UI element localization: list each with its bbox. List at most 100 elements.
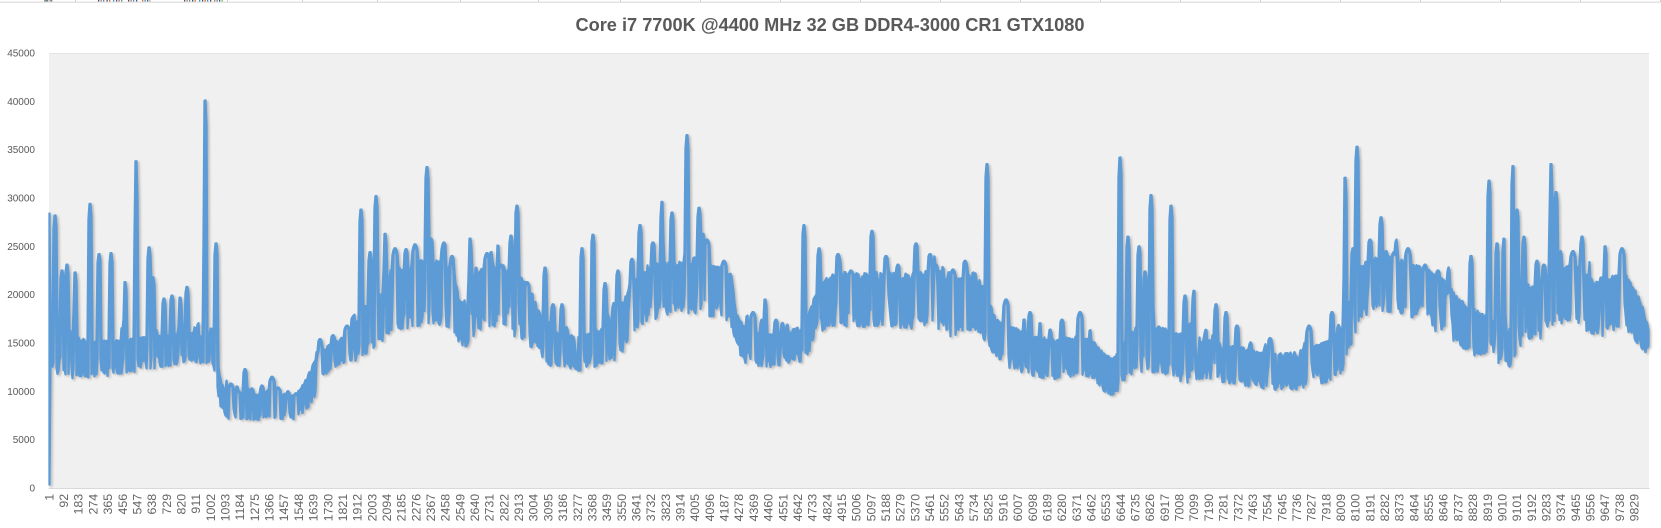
- svg-text:2185: 2185: [395, 494, 409, 522]
- svg-text:6462: 6462: [1085, 494, 1099, 522]
- svg-text:10000: 10000: [7, 387, 35, 398]
- svg-text:7372: 7372: [1231, 494, 1245, 522]
- svg-text:9829: 9829: [1628, 494, 1642, 522]
- svg-text:911: 911: [189, 494, 203, 514]
- svg-text:5000: 5000: [13, 435, 36, 446]
- svg-text:8919: 8919: [1481, 494, 1495, 522]
- svg-text:9647: 9647: [1598, 494, 1612, 522]
- svg-text:8100: 8100: [1349, 494, 1363, 522]
- svg-text:7463: 7463: [1246, 494, 1260, 522]
- svg-text:3004: 3004: [527, 494, 541, 522]
- svg-text:5188: 5188: [879, 494, 893, 522]
- svg-text:4915: 4915: [835, 494, 849, 522]
- svg-text:5643: 5643: [952, 494, 966, 522]
- svg-text:7918: 7918: [1319, 494, 1333, 522]
- svg-text:4005: 4005: [688, 494, 702, 522]
- svg-text:5552: 5552: [938, 494, 952, 522]
- svg-text:5006: 5006: [850, 494, 864, 522]
- svg-text:9010: 9010: [1495, 494, 1509, 522]
- svg-text:9192: 9192: [1525, 494, 1539, 522]
- svg-text:9556: 9556: [1584, 494, 1598, 522]
- svg-text:0: 0: [29, 484, 35, 495]
- svg-text:45000: 45000: [7, 49, 35, 60]
- svg-text:183: 183: [72, 494, 86, 515]
- svg-text:1821: 1821: [336, 494, 350, 522]
- svg-text:6189: 6189: [1040, 494, 1054, 522]
- svg-text:7190: 7190: [1202, 494, 1216, 522]
- svg-text:40000: 40000: [7, 97, 35, 108]
- svg-text:2913: 2913: [512, 494, 526, 522]
- svg-text:1639: 1639: [307, 494, 321, 522]
- svg-text:4369: 4369: [747, 494, 761, 522]
- svg-text:456: 456: [116, 494, 130, 515]
- svg-text:3641: 3641: [630, 494, 644, 522]
- svg-text:3186: 3186: [556, 494, 570, 522]
- svg-text:4642: 4642: [791, 494, 805, 522]
- svg-text:5097: 5097: [864, 494, 878, 522]
- svg-text:5734: 5734: [967, 494, 981, 522]
- svg-text:365: 365: [101, 494, 115, 515]
- svg-text:6917: 6917: [1158, 494, 1172, 522]
- svg-text:8646: 8646: [1437, 494, 1451, 522]
- svg-text:9283: 9283: [1540, 494, 1554, 522]
- svg-text:8009: 8009: [1334, 494, 1348, 522]
- svg-text:5279: 5279: [894, 494, 908, 522]
- svg-text:1002: 1002: [204, 494, 218, 522]
- svg-text:3095: 3095: [541, 494, 555, 522]
- svg-text:8555: 8555: [1422, 494, 1436, 522]
- svg-text:4824: 4824: [820, 494, 834, 522]
- svg-text:5461: 5461: [923, 494, 937, 522]
- svg-text:6371: 6371: [1070, 494, 1084, 522]
- svg-text:8282: 8282: [1378, 494, 1392, 522]
- svg-text:6735: 6735: [1129, 494, 1143, 522]
- svg-text:6098: 6098: [1026, 494, 1040, 522]
- svg-text:9101: 9101: [1510, 494, 1524, 522]
- svg-text:6826: 6826: [1143, 494, 1157, 522]
- svg-text:7736: 7736: [1290, 494, 1304, 522]
- svg-text:4278: 4278: [732, 494, 746, 522]
- svg-text:2094: 2094: [380, 494, 394, 522]
- svg-text:2731: 2731: [483, 494, 497, 522]
- svg-text:1366: 1366: [263, 494, 277, 522]
- svg-text:4733: 4733: [806, 494, 820, 522]
- svg-text:6280: 6280: [1055, 494, 1069, 522]
- svg-text:4551: 4551: [776, 494, 790, 522]
- svg-text:9374: 9374: [1554, 494, 1568, 522]
- svg-text:820: 820: [175, 494, 189, 515]
- svg-text:8464: 8464: [1407, 494, 1421, 522]
- svg-text:2003: 2003: [365, 494, 379, 522]
- svg-text:8828: 8828: [1466, 494, 1480, 522]
- svg-text:729: 729: [160, 494, 174, 515]
- svg-text:35000: 35000: [7, 145, 35, 156]
- svg-text:2549: 2549: [453, 494, 467, 522]
- svg-text:2822: 2822: [497, 494, 511, 522]
- svg-text:1: 1: [42, 494, 56, 501]
- svg-text:8373: 8373: [1393, 494, 1407, 522]
- svg-text:1548: 1548: [292, 494, 306, 522]
- svg-text:9738: 9738: [1613, 494, 1627, 522]
- svg-text:15000: 15000: [7, 339, 35, 350]
- svg-text:7645: 7645: [1275, 494, 1289, 522]
- svg-text:274: 274: [86, 494, 100, 515]
- svg-text:92: 92: [57, 494, 71, 508]
- svg-text:4187: 4187: [718, 494, 732, 522]
- svg-text:2640: 2640: [468, 494, 482, 522]
- svg-text:4096: 4096: [703, 494, 717, 522]
- svg-text:5370: 5370: [908, 494, 922, 522]
- svg-text:1093: 1093: [219, 494, 233, 522]
- svg-text:7281: 7281: [1217, 494, 1231, 522]
- svg-text:1184: 1184: [233, 494, 247, 521]
- svg-text:5825: 5825: [982, 494, 996, 522]
- svg-text:638: 638: [145, 494, 159, 515]
- svg-text:30000: 30000: [7, 194, 35, 205]
- svg-text:7008: 7008: [1173, 494, 1187, 522]
- svg-text:3459: 3459: [600, 494, 614, 522]
- svg-text:3823: 3823: [659, 494, 673, 522]
- svg-text:20000: 20000: [7, 290, 35, 301]
- svg-text:5916: 5916: [996, 494, 1010, 522]
- svg-text:2458: 2458: [439, 494, 453, 522]
- svg-text:7099: 7099: [1187, 494, 1201, 522]
- svg-text:2276: 2276: [409, 494, 423, 522]
- svg-text:Core i7 7700K @4400 MHz 32 GB: Core i7 7700K @4400 MHz 32 GB DDR4-3000 …: [575, 15, 1084, 35]
- svg-text:4460: 4460: [762, 494, 776, 522]
